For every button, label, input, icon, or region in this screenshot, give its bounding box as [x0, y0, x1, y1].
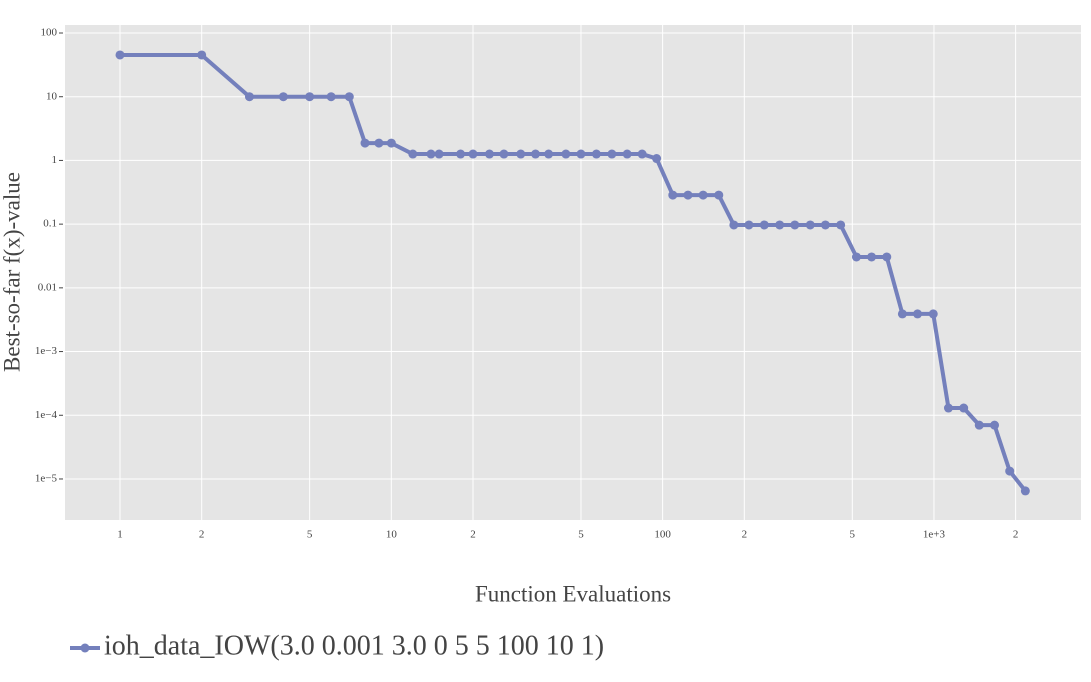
marker: [305, 92, 315, 102]
y-axis-title: Best-so-far f(x)-value: [0, 172, 24, 372]
x-axis-title: Function Evaluations: [475, 581, 671, 606]
x-tick-label: 2: [1013, 529, 1019, 541]
marker: [607, 149, 617, 159]
marker: [374, 138, 384, 148]
marker: [974, 420, 984, 430]
x-tick-label: 1e+3: [923, 529, 946, 541]
marker: [959, 403, 969, 413]
y-tick-label: 1e−3: [35, 345, 58, 357]
marker: [790, 220, 800, 230]
marker: [360, 138, 370, 148]
marker: [434, 149, 444, 159]
x-tick-label: 5: [578, 529, 584, 541]
plot-area: [65, 25, 1081, 520]
marker: [698, 190, 708, 200]
marker: [115, 50, 125, 60]
x-tick-label: 10: [386, 529, 398, 541]
x-tick-label: 100: [654, 529, 671, 541]
marker: [516, 149, 526, 159]
marker: [278, 92, 288, 102]
legend-label: ioh_data_IOW(3.0 0.001 3.0 0 5 5 100 10 …: [104, 630, 604, 661]
marker: [591, 149, 601, 159]
marker: [1005, 466, 1015, 476]
marker: [326, 92, 336, 102]
marker: [408, 149, 418, 159]
marker: [836, 220, 846, 230]
marker: [867, 252, 877, 262]
y-tick-label: 0.1: [43, 218, 57, 230]
marker: [1020, 486, 1030, 496]
y-tick-label: 1e−4: [35, 409, 58, 421]
marker: [897, 309, 907, 319]
marker: [668, 190, 678, 200]
x-tick-label: 5: [307, 529, 313, 541]
marker: [386, 138, 396, 148]
marker: [344, 92, 354, 102]
marker: [197, 50, 207, 60]
x-tick-label: 2: [199, 529, 205, 541]
marker: [820, 220, 830, 230]
marker: [468, 149, 478, 159]
marker: [637, 149, 647, 159]
marker: [484, 149, 494, 159]
x-tick-label: 1: [117, 529, 123, 541]
marker: [928, 309, 938, 319]
x-tick-label: 2: [742, 529, 748, 541]
y-tick-label: 0.01: [38, 281, 57, 293]
x-tick-label: 5: [850, 529, 856, 541]
marker: [652, 154, 662, 164]
marker: [775, 220, 785, 230]
marker: [990, 420, 1000, 430]
y-tick-label: 1: [52, 154, 58, 166]
x-tick-label: 2: [470, 529, 476, 541]
marker: [576, 149, 586, 159]
marker: [714, 190, 724, 200]
marker: [913, 309, 923, 319]
marker: [456, 149, 466, 159]
marker: [561, 149, 571, 159]
marker: [744, 220, 754, 230]
marker: [882, 252, 892, 262]
marker: [683, 190, 693, 200]
marker: [544, 149, 554, 159]
marker: [729, 220, 739, 230]
y-tick-label: 100: [41, 27, 58, 39]
marker: [426, 149, 436, 159]
marker: [499, 149, 509, 159]
marker: [244, 92, 254, 102]
legend-marker: [80, 643, 90, 653]
marker: [805, 220, 815, 230]
marker: [759, 220, 769, 230]
marker: [622, 149, 632, 159]
marker: [851, 252, 861, 262]
y-tick-label: 1e−5: [35, 473, 58, 485]
marker: [531, 149, 541, 159]
y-tick-label: 10: [46, 90, 58, 102]
marker: [943, 403, 953, 413]
